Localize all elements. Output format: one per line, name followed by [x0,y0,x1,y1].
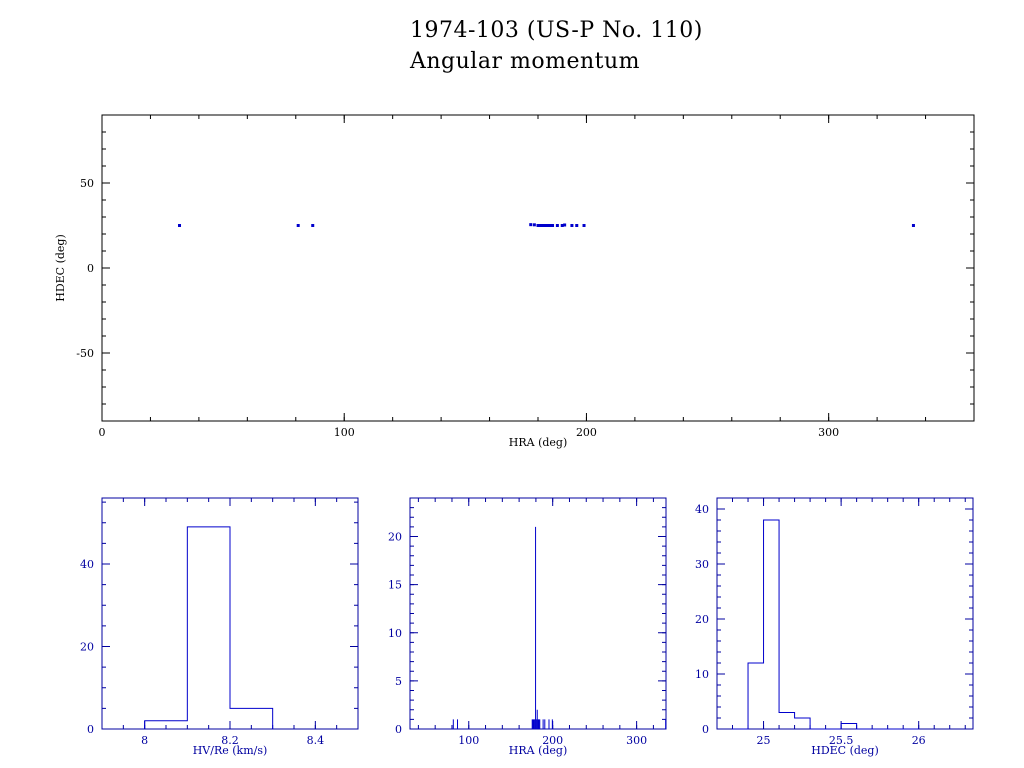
data-point [529,223,533,227]
scatter-hra-hdec: 0 100 200 300 -50 0 50 HRA (deg) HDEC (deg) [54,114,975,449]
y-tick-label: 40 [695,503,709,516]
x-axis-label: HDEC (deg) [811,744,879,757]
data-point [311,224,315,227]
data-point [548,224,552,227]
y-tick-label: 5 [395,675,402,688]
histogram-bin [536,709,538,729]
y-tick-label: 40 [80,558,94,571]
data-point [575,224,579,227]
x-tick-label: 0 [99,426,106,439]
histogram-bin [538,719,540,729]
x-tick-label: 8.4 [307,734,325,747]
data-point [538,224,542,227]
data-point [560,224,564,227]
y-tick-label: 0 [87,262,94,275]
chart-subtitle: Angular momentum [409,49,640,74]
x-tick-label: 300 [626,734,647,747]
y-tick-label: 0 [702,723,709,736]
y-axis-label: HDEC (deg) [54,234,67,302]
y-tick-label: 20 [695,613,709,626]
y-tick-label: 30 [695,558,709,571]
histogram-bin [537,719,539,729]
x-tick-label: 100 [458,734,479,747]
histogram-bin [452,719,454,729]
histogram-bin [551,719,553,729]
histogram-bin [841,724,857,730]
data-point [532,223,536,227]
histogram-bin [533,719,535,729]
histogram-bin [542,719,544,729]
histogram-bin [534,719,536,729]
x-axis-label: HV/Re (km/s) [193,744,268,757]
histogram-bin [535,719,537,729]
x-tick-label: 100 [334,426,355,439]
histogram-bin [187,527,230,729]
y-tick-label: 10 [388,627,402,640]
histogram-hv: 8 8.2 8.4 0 20 40 HV/Re (km/s) [80,497,359,757]
data-point [296,224,300,227]
x-tick-label: 26 [912,734,926,747]
x-axis-label: HRA (deg) [509,436,568,449]
histogram-bin [779,713,795,730]
y-tick-label: 0 [395,723,402,736]
data-point [543,224,547,227]
histogram-outline [144,526,274,729]
y-tick-label: 20 [80,641,94,654]
x-tick-label: 25 [757,734,771,747]
histogram-bin [532,719,534,729]
data-point [536,224,540,227]
x-tick-label: 8 [141,734,148,747]
data-point [555,224,559,227]
data-point [582,224,586,227]
chart-title: 1974-103 (US-P No. 110) [410,18,703,43]
histogram-hra: 100 200 300 0 5 10 15 20 HRA (deg) [388,497,667,757]
histogram-bin [539,719,541,729]
histogram-bin [665,719,667,729]
histogram-bin [531,719,533,729]
data-point [546,224,550,227]
y-tick-label: 50 [80,177,94,190]
data-point [178,224,182,227]
histogram-bin [795,718,811,729]
x-tick-label: 200 [542,734,563,747]
histogram-bin [764,520,780,729]
histogram-outline [732,519,919,730]
plot-frame [716,497,974,730]
histogram-bin [548,719,550,729]
data-point [563,223,567,227]
plot-frame [101,114,975,422]
x-tick-label: 8.2 [221,734,239,747]
x-axis-label: HRA (deg) [509,744,568,757]
x-tick-label: 25.5 [829,734,854,747]
histogram-hdec: 25 25.5 26 0 10 20 30 40 HDEC (deg) [695,497,974,757]
data-point [551,224,555,227]
x-tick-label: 300 [818,426,839,439]
y-tick-label: 10 [695,668,709,681]
y-tick-label: 15 [388,579,402,592]
data-point [570,224,574,227]
x-tick-label: 200 [576,426,597,439]
data-point [541,224,545,227]
plot-frame [409,497,667,730]
histogram-bin [457,719,459,729]
histogram-bin [748,663,764,729]
y-tick-label: 20 [388,531,402,544]
data-point [911,224,915,227]
y-tick-label: 0 [87,723,94,736]
histogram-bin [544,719,546,729]
y-tick-label: -50 [76,347,94,360]
